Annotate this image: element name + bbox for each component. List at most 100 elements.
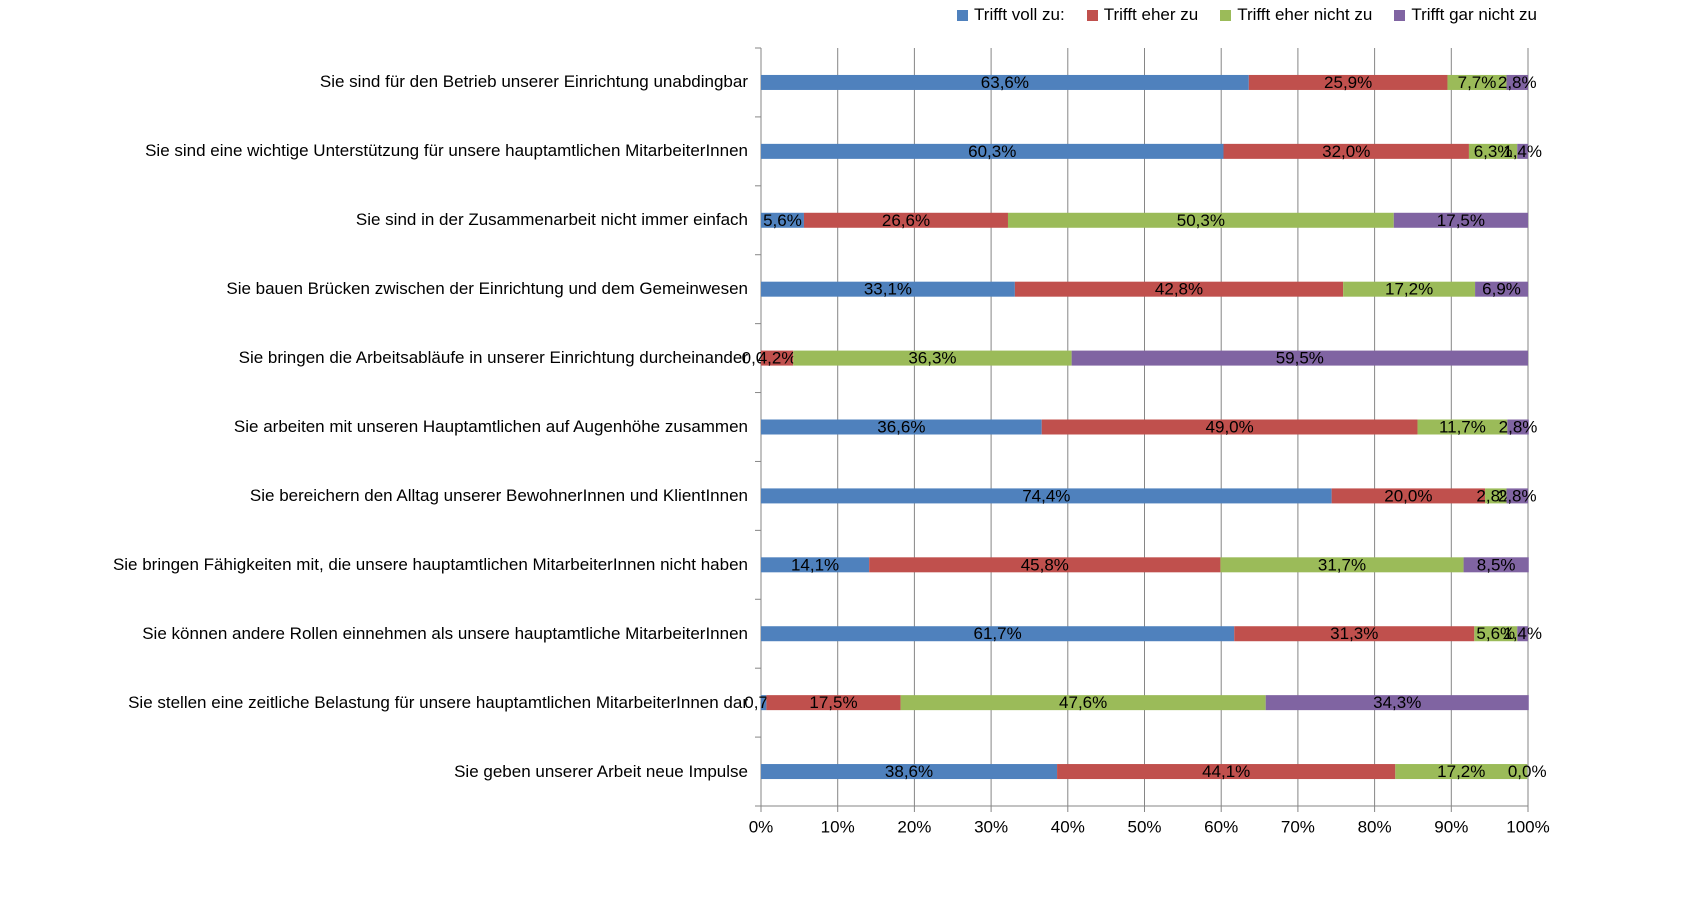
data-label: 0,0%	[1508, 762, 1547, 781]
legend-label: Trifft voll zu:	[974, 5, 1065, 24]
data-label: 60,3%	[968, 142, 1016, 161]
bar-segment	[1265, 695, 1529, 711]
bar-segment	[766, 695, 901, 711]
bar-segment	[1506, 74, 1528, 90]
bar-segment	[761, 626, 1235, 642]
data-label: 2,8%	[1476, 486, 1515, 505]
x-tick-label: 30%	[974, 817, 1008, 836]
y-tick-text: Sie geben unserer Arbeit neue Impulse	[454, 761, 748, 781]
x-tick-label: 40%	[1051, 817, 1085, 836]
data-label: 50,3%	[1177, 211, 1225, 230]
bar-segment	[1474, 626, 1518, 642]
bar-segment	[761, 143, 1224, 159]
data-label: 14,1%	[791, 555, 839, 574]
y-tick-label: Sie bereichern den Alltag unserer Bewohn…	[0, 484, 748, 508]
data-label: 44,1%	[1202, 762, 1250, 781]
bar-segment	[761, 764, 1058, 780]
y-tick-text: Sie können andere Rollen einnehmen als u…	[142, 623, 748, 643]
legend-item: Trifft eher nicht zu	[1220, 5, 1372, 25]
data-label: 38,6%	[885, 762, 933, 781]
data-label: 2,8%	[1498, 486, 1537, 505]
bar-segment	[761, 212, 804, 228]
bar-segment	[1248, 74, 1448, 90]
x-tick-label: 90%	[1434, 817, 1468, 836]
legend-swatch	[1086, 9, 1098, 21]
legend-item: Trifft eher zu	[1086, 5, 1199, 25]
bar-segment	[1393, 212, 1528, 228]
bar-segment	[793, 350, 1072, 366]
bar-segment	[1041, 419, 1418, 435]
bar-segment	[1223, 143, 1469, 159]
data-label: 7,7%	[1458, 73, 1497, 92]
legend-swatch	[957, 9, 969, 21]
bar-segment	[1007, 212, 1394, 228]
bar-segment	[1517, 626, 1528, 642]
y-tick-label: Sie arbeiten mit unseren Hauptamtlichen …	[0, 415, 748, 439]
data-label: 31,3%	[1330, 624, 1378, 643]
data-label: 6,9%	[1482, 280, 1521, 299]
data-label: 8,5%	[1477, 555, 1516, 574]
data-label: 2,8%	[1498, 73, 1537, 92]
data-label: 20,0%	[1384, 486, 1432, 505]
x-tick-label: 100%	[1506, 817, 1549, 836]
bar-segment	[900, 695, 1266, 711]
data-label: 26,6%	[882, 211, 930, 230]
legend-item: Trifft gar nicht zu	[1394, 5, 1537, 25]
data-label: 32,0%	[1322, 142, 1370, 161]
data-label: 63,6%	[981, 73, 1029, 92]
bar-segment	[1507, 419, 1529, 435]
x-tick-label: 0%	[749, 817, 774, 836]
y-tick-label: Sie sind für den Betrieb unserer Einrich…	[0, 70, 748, 94]
y-tick-label: Sie bauen Brücken zwischen der Einrichtu…	[0, 277, 748, 301]
y-tick-text: Sie stellen eine zeitliche Belastung für…	[128, 692, 748, 712]
data-label: 6,3%	[1474, 142, 1513, 161]
y-tick-text: Sie bauen Brücken zwischen der Einrichtu…	[226, 279, 748, 299]
data-label: 17,5%	[809, 693, 857, 712]
bar-segment	[1463, 557, 1529, 573]
data-label: 4,2%	[758, 349, 797, 368]
y-tick-text: Sie sind eine wichtige Unterstützung für…	[145, 141, 748, 161]
data-label: 5,6%	[763, 211, 802, 230]
legend-label: Trifft eher zu	[1103, 5, 1199, 24]
data-label: 36,3%	[908, 349, 956, 368]
data-label: 17,2%	[1437, 762, 1485, 781]
data-label: 33,1%	[864, 280, 912, 299]
data-label: 36,6%	[877, 417, 925, 436]
data-label: 31,7%	[1318, 555, 1366, 574]
data-label: 34,3%	[1373, 693, 1421, 712]
bar-segment	[1331, 488, 1486, 504]
y-tick-label: Sie geben unserer Arbeit neue Impulse	[0, 760, 748, 784]
bar-segment	[761, 419, 1042, 435]
bar-segment	[1071, 350, 1528, 366]
y-tick-label: Sie können andere Rollen einnehmen als u…	[0, 622, 748, 646]
y-tick-label: Sie sind in der Zusammenarbeit nicht imm…	[0, 208, 748, 232]
y-tick-text: Sie bringen Fähigkeiten mit, die unsere …	[112, 554, 748, 574]
legend-swatch	[1220, 9, 1232, 21]
data-label: 17,5%	[1437, 211, 1485, 230]
y-tick-label: Sie bringen die Arbeitsabläufe in unsere…	[0, 346, 748, 370]
x-tick-label: 50%	[1127, 817, 1161, 836]
bar-segment	[1506, 488, 1528, 504]
y-tick-text: Sie arbeiten mit unseren Hauptamtlichen …	[233, 417, 748, 436]
x-tick-label: 80%	[1358, 817, 1392, 836]
bar-segment	[1234, 626, 1475, 642]
bar-segment	[1343, 281, 1476, 297]
bar-segment	[1517, 143, 1528, 159]
bar-segment	[1014, 281, 1344, 297]
data-label: 17,2%	[1385, 280, 1433, 299]
y-tick-label: Sie sind eine wichtige Unterstützung für…	[0, 139, 748, 163]
bar-segment	[869, 557, 1221, 573]
bar-segment	[1475, 281, 1528, 297]
legend-swatch	[1394, 9, 1406, 21]
legend: Trifft voll zu: Trifft eher zu Trifft eher…	[957, 5, 1537, 25]
data-label: 2,8%	[1499, 417, 1538, 436]
bar-segment	[761, 488, 1332, 504]
data-label: 49,0%	[1206, 417, 1254, 436]
y-tick-text: Sie sind für den Betrieb unserer Einrich…	[319, 72, 748, 92]
bar-segment	[1447, 74, 1507, 90]
data-label: 61,7%	[974, 624, 1022, 643]
bar-segment	[1417, 419, 1508, 435]
bar-segment	[761, 74, 1249, 90]
